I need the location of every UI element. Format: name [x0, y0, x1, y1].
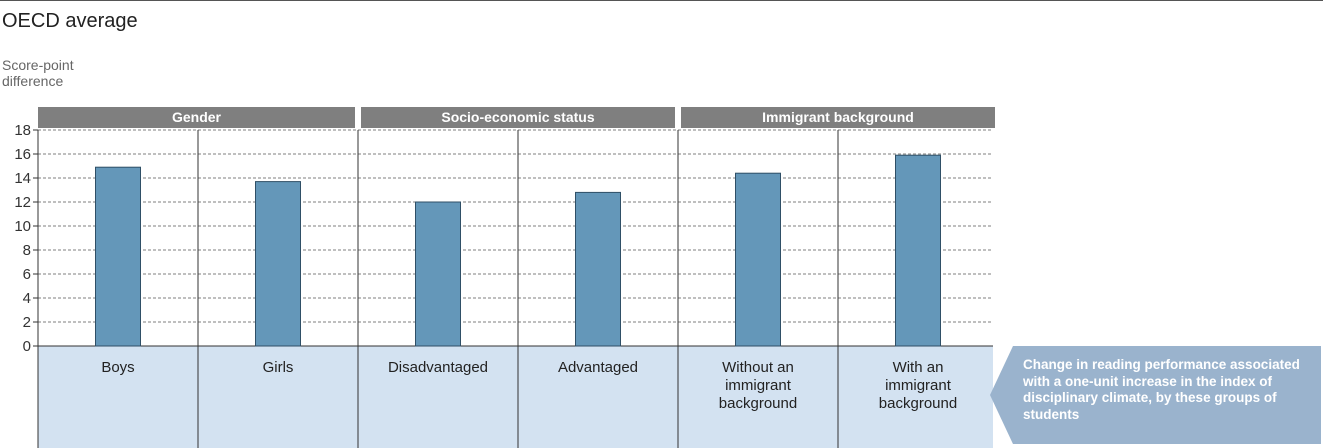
y-axis-label: Score-point difference [2, 57, 74, 89]
y-tick-label: 4 [23, 290, 31, 307]
y-tick-label: 6 [23, 266, 31, 283]
y-tick-label: 2 [23, 314, 31, 331]
category-label: Boys [101, 359, 134, 376]
top-rule [0, 0, 1323, 1]
bar [95, 166, 141, 347]
category-label: Without an immigrant background [719, 359, 797, 412]
y-tick-label: 8 [23, 242, 31, 259]
category-label: Advantaged [558, 359, 638, 376]
category-label-background [38, 346, 993, 448]
group-header-bar [361, 107, 675, 128]
group-header-bar [38, 107, 355, 128]
bar [255, 181, 301, 347]
category-label: Disadvantaged [388, 359, 488, 376]
bar [895, 154, 941, 347]
group-header-bar [681, 107, 995, 128]
bar [735, 172, 781, 347]
bar [575, 191, 621, 347]
bar [415, 201, 461, 347]
legend-arrow [990, 346, 1013, 444]
y-tick-label: 0 [23, 338, 31, 355]
y-tick-label: 12 [14, 194, 31, 211]
category-label: Girls [263, 359, 294, 376]
group-header-label: Socio-economic status [441, 109, 594, 125]
y-tick-label: 16 [14, 146, 31, 163]
group-header-label: Immigrant background [762, 109, 914, 125]
legend-note: Change in reading performance associated… [1013, 346, 1321, 444]
y-tick-label: 18 [14, 122, 31, 139]
y-tick-label: 14 [14, 170, 31, 187]
category-label: With an immigrant background [879, 359, 957, 412]
group-header-label: Gender [172, 109, 222, 125]
y-tick-label: 10 [14, 218, 31, 235]
chart-title: OECD average [2, 10, 138, 32]
